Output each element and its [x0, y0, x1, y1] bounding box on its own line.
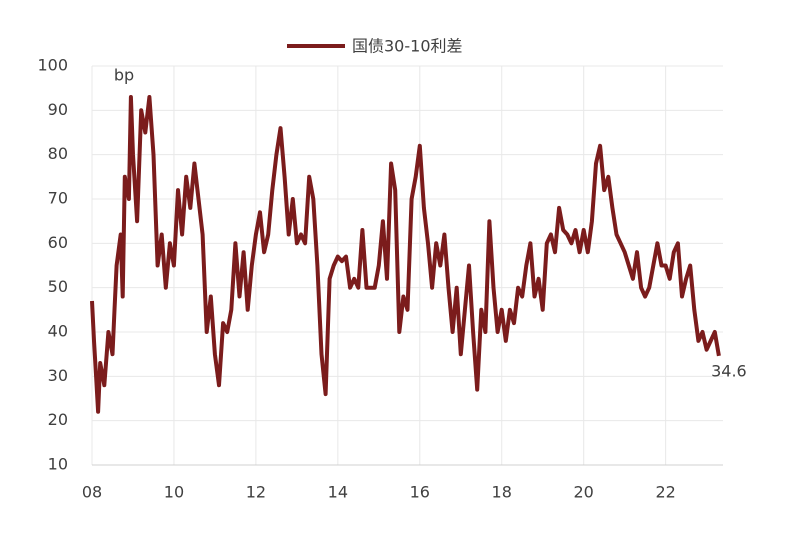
- end-value-label: 34.6: [711, 361, 747, 380]
- y-tick-label: 90: [48, 100, 68, 119]
- x-tick-label: 14: [328, 483, 348, 502]
- x-tick-label: 10: [164, 483, 184, 502]
- x-tick-label: 12: [246, 483, 266, 502]
- y-tick-label: 10: [48, 455, 68, 474]
- legend-label: 国债30-10利差: [352, 37, 463, 56]
- y-tick-label: 80: [48, 144, 68, 163]
- x-tick-label: 16: [410, 483, 430, 502]
- y-tick-label: 40: [48, 322, 68, 341]
- y-tick-label: 30: [48, 366, 68, 385]
- y-tick-label: 50: [48, 277, 68, 296]
- x-tick-label: 08: [82, 483, 102, 502]
- y-tick-label: 70: [48, 189, 68, 208]
- x-tick-label: 22: [655, 483, 675, 502]
- x-tick-label: 18: [492, 483, 512, 502]
- x-tick-label: 20: [574, 483, 594, 502]
- y-axis-label: bp: [114, 66, 134, 85]
- y-tick-label: 20: [48, 410, 68, 429]
- data-line: [90, 95, 721, 414]
- y-tick-label: 100: [37, 56, 68, 75]
- y-tick-label: 60: [48, 233, 68, 252]
